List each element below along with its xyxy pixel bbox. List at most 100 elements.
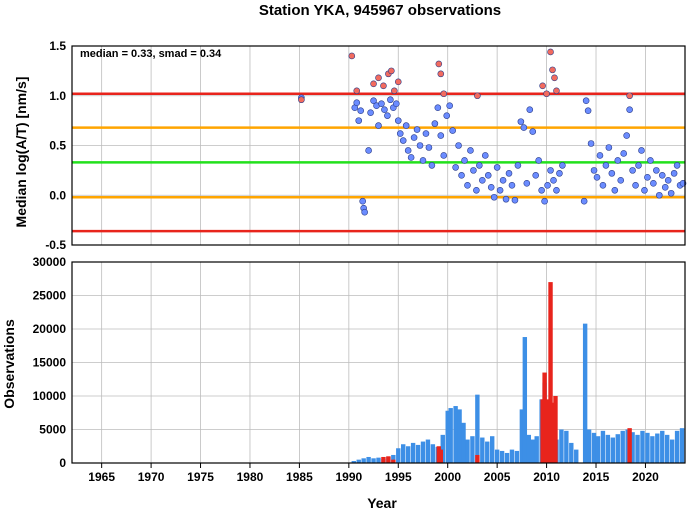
top-frame bbox=[71, 45, 686, 246]
observation-bar bbox=[410, 442, 416, 463]
observation-bar bbox=[361, 458, 366, 463]
median-point bbox=[626, 92, 633, 100]
median-point bbox=[388, 67, 395, 75]
observation-bar bbox=[550, 402, 555, 463]
median-point bbox=[644, 174, 651, 181]
top-y-tick-label: 0.5 bbox=[49, 139, 66, 153]
median-point bbox=[499, 177, 507, 184]
median-point bbox=[353, 87, 361, 95]
median-point bbox=[502, 195, 510, 203]
median-point bbox=[467, 147, 474, 154]
median-point bbox=[535, 157, 542, 164]
median-point bbox=[365, 147, 372, 154]
observation-bar bbox=[591, 432, 597, 463]
median-point bbox=[496, 186, 504, 194]
top-y-tick-label: 1.5 bbox=[49, 39, 66, 53]
observation-bar bbox=[669, 439, 675, 463]
x-tick-label: 1995 bbox=[385, 470, 412, 484]
observation-bar bbox=[615, 434, 620, 463]
observation-bar bbox=[522, 337, 528, 463]
observation-bar bbox=[650, 436, 655, 463]
median-point bbox=[378, 100, 385, 108]
observation-bar bbox=[630, 432, 635, 463]
median-point bbox=[359, 197, 366, 205]
median-point bbox=[396, 130, 404, 137]
top-y-tick-label: 1.0 bbox=[49, 89, 66, 103]
median-point bbox=[367, 109, 374, 116]
observation-bar bbox=[600, 430, 606, 463]
median-point bbox=[511, 196, 519, 204]
observation-bar bbox=[514, 450, 520, 463]
observation-bar bbox=[430, 444, 436, 463]
median-point bbox=[559, 162, 566, 169]
median-point bbox=[658, 172, 666, 179]
median-point bbox=[449, 127, 456, 134]
observation-bar bbox=[401, 444, 406, 463]
median-point bbox=[353, 99, 361, 107]
median-point bbox=[539, 82, 546, 90]
median-panel: -0.5 0.0 0.5 1.0 1.5 bbox=[45, 39, 687, 252]
median-point bbox=[493, 164, 501, 171]
median-annotation: median = 0.33, smad = 0.34 bbox=[80, 48, 222, 60]
median-point bbox=[394, 117, 402, 124]
median-point bbox=[384, 112, 391, 119]
median-point bbox=[413, 126, 421, 133]
x-tick-label: 1970 bbox=[138, 470, 165, 484]
median-point bbox=[479, 177, 486, 184]
median-point bbox=[419, 157, 427, 164]
x-tick-label: 1965 bbox=[88, 470, 115, 484]
median-point bbox=[437, 70, 445, 78]
x-tick-label: 1980 bbox=[237, 470, 264, 484]
median-point bbox=[550, 177, 557, 184]
median-point bbox=[549, 66, 556, 74]
bottom-y-tick-label: 0 bbox=[59, 456, 66, 470]
median-point bbox=[593, 174, 601, 181]
observation-bar bbox=[679, 428, 685, 463]
median-point bbox=[464, 182, 471, 189]
median-point bbox=[422, 130, 430, 137]
observation-bar bbox=[542, 372, 547, 463]
observation-bar bbox=[534, 436, 539, 463]
observation-bar bbox=[376, 457, 381, 463]
median-point bbox=[370, 80, 377, 88]
observation-bar bbox=[470, 436, 475, 463]
median-point bbox=[602, 162, 610, 169]
observation-bar bbox=[453, 406, 458, 463]
x-tick-label: 2000 bbox=[434, 470, 461, 484]
median-point bbox=[670, 170, 678, 177]
observations-panel: 1965 1970 1975 1980 1985 1990 1995 2000 2005 2010… bbox=[33, 255, 686, 484]
median-point bbox=[596, 152, 604, 159]
x-axis-label: Year bbox=[367, 495, 397, 511]
observation-bar bbox=[595, 436, 601, 463]
observation-bar bbox=[391, 459, 396, 463]
median-point bbox=[440, 90, 448, 98]
median-point bbox=[355, 117, 363, 124]
observation-bar bbox=[457, 409, 462, 463]
median-point bbox=[391, 87, 398, 95]
median-point bbox=[580, 197, 588, 205]
median-point bbox=[582, 97, 590, 105]
median-point bbox=[387, 96, 394, 104]
observation-bar bbox=[485, 441, 490, 463]
x-tick-label: 1975 bbox=[187, 470, 214, 484]
median-point bbox=[481, 152, 489, 159]
median-point bbox=[361, 208, 368, 216]
median-point bbox=[435, 60, 443, 68]
observation-bar bbox=[509, 449, 515, 463]
median-point bbox=[551, 74, 558, 82]
median-point bbox=[599, 182, 607, 189]
observation-bar bbox=[548, 282, 553, 463]
observation-bar bbox=[415, 444, 421, 463]
median-point bbox=[605, 144, 613, 151]
observation-bar bbox=[494, 449, 500, 463]
observation-bar bbox=[351, 460, 356, 463]
observation-bar bbox=[582, 323, 588, 463]
median-point bbox=[547, 48, 554, 56]
median-point bbox=[404, 147, 412, 154]
x-tick-label: 1990 bbox=[335, 470, 362, 484]
median-point bbox=[590, 167, 598, 174]
observation-bar bbox=[448, 408, 453, 463]
median-point bbox=[416, 142, 424, 149]
median-point bbox=[553, 186, 560, 194]
